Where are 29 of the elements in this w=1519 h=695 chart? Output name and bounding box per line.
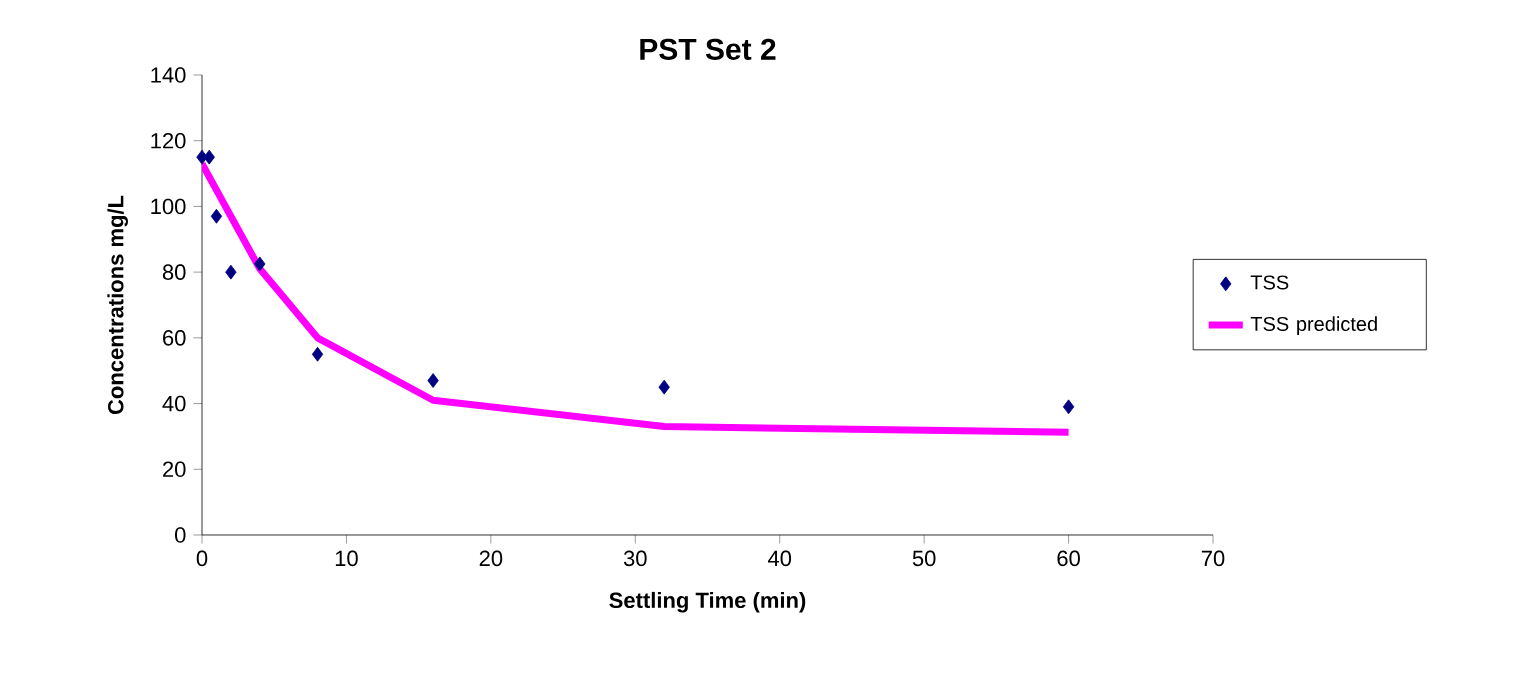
point — [203, 149, 215, 165]
legend-label: TSS predicted — [1250, 316, 1377, 335]
y-tick-label: 100 — [151, 198, 186, 215]
x-tick-label: 40 — [767, 550, 792, 567]
y-tick-label: 80 — [162, 264, 186, 280]
x-tick-label: 60 — [1057, 550, 1080, 567]
point — [311, 346, 324, 362]
point — [225, 264, 237, 280]
point — [210, 208, 223, 224]
x-tick-label: 30 — [623, 550, 647, 567]
y-axis-title: Concentrations mg/L — [107, 195, 128, 415]
y-tick-label: 40 — [162, 395, 186, 412]
y-tick-label: 0 — [175, 527, 186, 543]
legend-label: TSS — [1250, 275, 1289, 290]
x-tick-label: 70 — [1201, 550, 1225, 567]
x-tick-label: 10 — [335, 550, 358, 567]
y-tick-label: 120 — [151, 132, 186, 149]
y-tick-label: 60 — [163, 330, 186, 346]
y-tick-label: 20 — [163, 461, 186, 478]
x-tick-label: 20 — [479, 550, 503, 567]
point — [427, 373, 439, 388]
point — [254, 256, 266, 272]
x-tick-label: 0 — [196, 550, 208, 567]
chart-title: PST Set 2 — [640, 38, 776, 60]
x-axis-title: Settling Time (min) — [609, 591, 806, 613]
point — [658, 379, 670, 395]
point — [1062, 399, 1075, 415]
y-tick-label: 140 — [151, 67, 186, 83]
x-tick-label: 50 — [912, 550, 936, 567]
